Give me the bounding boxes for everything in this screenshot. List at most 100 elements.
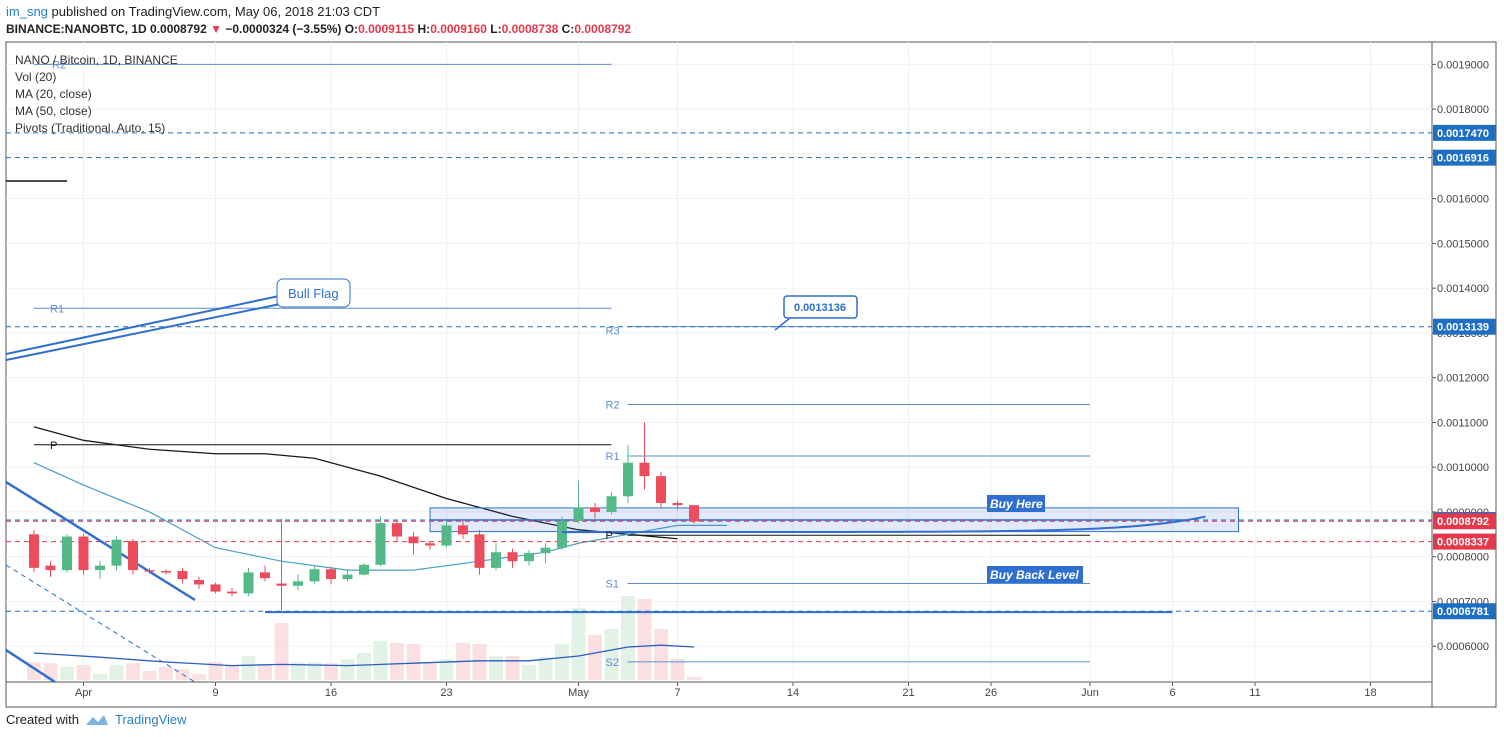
- x-tick-label: Apr: [75, 687, 92, 699]
- volume-bar: [93, 674, 107, 680]
- candle-body: [375, 523, 386, 565]
- grid-layer: [6, 42, 1432, 682]
- candle-body: [210, 584, 221, 592]
- volume-bar: [522, 665, 536, 680]
- candle-body: [441, 525, 452, 546]
- candle-body: [62, 536, 72, 571]
- candle-body: [293, 581, 303, 586]
- x-tick-label: 18: [1364, 687, 1376, 699]
- volume-bar: [390, 642, 404, 680]
- volume-bar: [637, 599, 652, 680]
- candle-body: [606, 496, 617, 512]
- symbol-label: BINANCE:NANOBTC, 1D: [6, 22, 147, 36]
- y-tick-label: 0.0014000: [1437, 283, 1489, 295]
- downtrend-lower: [6, 648, 56, 682]
- volume-bar: [505, 656, 520, 680]
- pivot-label-right: R1: [606, 451, 620, 463]
- x-tick-label: 16: [325, 687, 337, 699]
- price-axis-label-bg: [1433, 603, 1496, 620]
- candle-body: [359, 564, 369, 575]
- price-axis-label: 0.0017470: [1437, 128, 1489, 140]
- candle-body: [95, 565, 105, 571]
- target-callout-pointer: [774, 317, 791, 331]
- pivot-label-left: R2: [52, 59, 66, 71]
- last-price: 0.0008792: [150, 22, 207, 36]
- parabolic-curve: [561, 515, 1206, 534]
- x-tick-label: 26: [985, 687, 997, 699]
- volume-bar: [192, 674, 206, 680]
- candle-body: [524, 553, 534, 562]
- volume-bar: [687, 677, 701, 680]
- x-tick-label: 11: [1249, 687, 1260, 699]
- pivot-label-right: R2: [606, 400, 620, 412]
- candle-body: [161, 571, 171, 573]
- volume-bar: [604, 629, 619, 680]
- price-axis-label-bg: [1433, 124, 1496, 141]
- legend-volume[interactable]: Vol (20): [15, 70, 57, 84]
- y-tick-label: 0.0018000: [1437, 104, 1489, 116]
- indicator-legend: NANO / Bitcoin, 1D, BINANCE Vol (20) MA …: [15, 52, 178, 137]
- volume-bar: [225, 665, 239, 680]
- candle-body: [507, 552, 518, 562]
- volume-bar: [423, 662, 437, 680]
- footer: Created with TradingView: [6, 712, 187, 727]
- y-tick-label: 0.0011000: [1437, 417, 1488, 429]
- candle-body: [276, 583, 287, 586]
- tradingview-logo-icon: [85, 714, 108, 725]
- ma20-line: [33, 462, 727, 571]
- volume-bar: [274, 623, 289, 680]
- volume-bar: [472, 644, 487, 680]
- candle-body: [474, 534, 485, 568]
- x-tick-label: 9: [212, 687, 218, 699]
- candle-body: [392, 523, 402, 537]
- bull-flag-upper: [6, 295, 280, 355]
- x-tick-label: May: [568, 687, 589, 699]
- bull-flag-callout: [276, 278, 351, 308]
- brand-link[interactable]: TradingView: [114, 712, 187, 727]
- candle-body: [590, 507, 600, 512]
- volume-bar: [291, 662, 305, 680]
- candle-body: [672, 502, 683, 506]
- pivot-label-right: R3: [606, 326, 620, 338]
- volume-bar: [43, 663, 58, 680]
- candle-body: [573, 507, 584, 521]
- legend-title: NANO / Bitcoin, 1D, BINANCE: [15, 53, 178, 67]
- pivot-label-left: P: [50, 440, 57, 452]
- author-link[interactable]: im_sng: [6, 4, 48, 19]
- volume-bar: [241, 656, 256, 680]
- volume-bar: [126, 663, 140, 680]
- candle-body: [491, 552, 501, 568]
- target-callout-label: 0.0013136: [794, 302, 846, 314]
- candle-body: [227, 591, 237, 594]
- legend-ma20[interactable]: MA (20, close): [15, 87, 92, 101]
- open-value: 0.0009115: [358, 22, 415, 36]
- candle-body: [425, 543, 435, 546]
- pivot-label-right: P: [606, 530, 613, 542]
- legend-ma50[interactable]: MA (50, close): [15, 104, 92, 118]
- close-value: 0.0008792: [574, 22, 632, 36]
- close-label: C:: [561, 22, 575, 36]
- price-axis-label: 0.0013139: [1437, 322, 1489, 334]
- volume-bar: [654, 629, 668, 680]
- y-tick-label: 0.0008000: [1437, 552, 1489, 564]
- bull-flag-label: Bull Flag: [288, 286, 339, 301]
- ma50-line: [33, 426, 678, 540]
- down-arrow-icon: ▼: [210, 22, 222, 36]
- volume-bar: [357, 653, 371, 680]
- candle-body: [111, 539, 122, 566]
- volume-bar: [76, 665, 91, 680]
- plot-layer: [6, 63, 1432, 682]
- candle-body: [639, 462, 650, 477]
- candle-body: [342, 574, 353, 580]
- candle-body: [326, 569, 336, 580]
- candle-body: [557, 520, 567, 548]
- volume-bar: [60, 666, 74, 680]
- buy-here-label: Buy Here: [990, 497, 1043, 511]
- y-tick-label: 0.0019000: [1437, 59, 1489, 71]
- price-axis-label-bg: [1433, 318, 1496, 335]
- candle-body: [177, 571, 188, 580]
- symbol-line: BINANCE:NANOBTC, 1D 0.0008792 ▼ −0.00003…: [6, 22, 631, 36]
- legend-pivots[interactable]: Pivots (Traditional, Auto, 15): [15, 121, 166, 135]
- candle-body: [689, 505, 699, 522]
